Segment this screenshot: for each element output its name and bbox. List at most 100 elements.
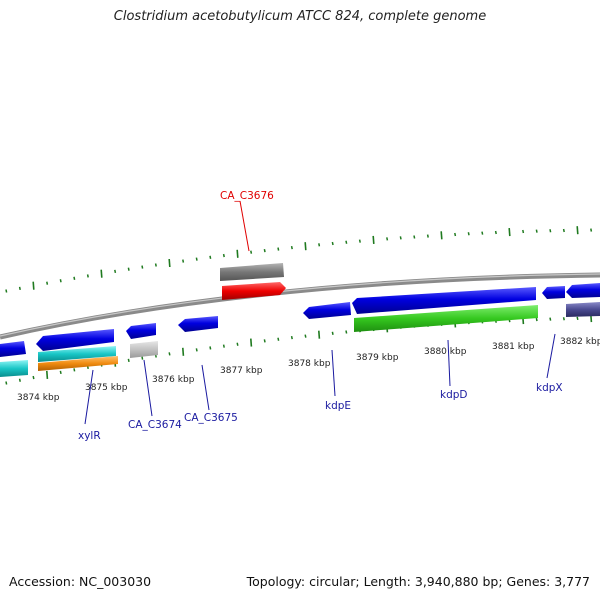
minor-tick [590,228,593,232]
genome-summary-text: Topology: circular; Length: 3,940,880 bp… [246,574,590,589]
kbp-label-3874: 3874 kbp [17,393,60,403]
gene-label-xylR[interactable]: xylR [78,430,101,442]
kbp-label-3875: 3875 kbp [85,383,128,393]
gene-xylR-orange-box[interactable] [38,356,118,371]
minor-tick [331,241,334,246]
gene-CA_C3674-arrow[interactable] [126,323,156,339]
gene-label-kdpD[interactable]: kdpD [440,389,468,401]
minor-tick [209,255,212,259]
gene-label-CA_C3676[interactable]: CA_C3676 [220,190,274,202]
minor-tick [386,237,389,241]
major-tick [372,235,375,245]
minor-tick [86,274,89,278]
minor-tick [263,339,266,343]
major-tick [304,242,307,251]
gene-left-edge-cyan-box[interactable] [0,360,28,377]
major-tick [182,347,185,356]
minor-tick [250,250,253,254]
gene-label-CA_C3675[interactable]: CA_C3675 [184,412,238,424]
minor-tick [562,317,565,321]
kbp-label-3878: 3878 kbp [288,359,331,369]
gene-xylR-arrow[interactable] [36,329,114,351]
kbp-label-3881: 3881 kbp [492,342,535,352]
minor-tick [522,229,525,234]
minor-tick [576,316,579,321]
major-tick [32,281,35,290]
minor-tick [182,259,185,263]
gene-label-CA_C3674[interactable]: CA_C3674 [128,419,182,431]
genome-backbone-highlight [0,273,600,337]
gene-xylR-cyan-box[interactable] [38,346,116,362]
gene-kdpE-arrow[interactable] [303,302,351,319]
major-tick [576,226,579,235]
minor-tick [454,232,457,237]
map-title: Clostridium acetobutylicum ATCC 824, com… [113,9,487,24]
gene-kdpX-arrow[interactable] [542,286,565,299]
minor-tick [399,236,402,240]
accession-text: Accession: NC_003030 [9,574,152,589]
gene-CA_C3676-box[interactable] [220,263,284,281]
minor-tick [481,231,484,235]
minor-tick [290,245,293,250]
gene-right-edge-navy-box[interactable] [566,302,600,317]
minor-tick [127,358,130,363]
minor-tick [358,239,361,243]
gene-CA_C3676-cds-arrow[interactable] [222,282,286,300]
kbp-label-3882: 3882 kbp [560,337,600,347]
gene-CA_C3675-arrow[interactable] [178,316,218,332]
minor-tick [5,381,8,385]
minor-tick [5,289,8,293]
minor-tick [222,344,225,348]
leader-CA_C3674 [143,359,153,417]
leader-xylR [84,369,94,425]
minor-tick [18,286,21,290]
minor-tick [263,248,266,253]
minor-tick [331,331,334,335]
leader-kdpX [546,333,556,379]
minor-tick [59,370,62,375]
minor-tick [562,228,565,233]
minor-tick [209,346,212,350]
gene-kdpD-green-box[interactable] [354,305,538,332]
genome-backbone [0,272,600,340]
minor-tick [73,368,76,372]
minor-tick [426,234,429,238]
gene-kdpD-arrow[interactable] [352,287,536,314]
minor-tick [290,336,293,340]
minor-tick [304,334,307,338]
major-tick [440,231,443,240]
kbp-label-3876: 3876 kbp [152,375,195,385]
minor-tick [345,330,348,334]
minor-tick [114,269,117,274]
gene-label-kdpX[interactable]: kdpX [536,382,563,394]
minor-tick [345,240,348,244]
minor-tick [32,375,35,380]
leader-kdpD [447,339,451,387]
minor-tick [154,263,157,267]
minor-tick [549,229,552,233]
minor-tick [168,352,171,356]
minor-tick [73,276,76,280]
minor-tick [236,342,239,346]
leader-CA_C3676 [239,200,250,252]
minor-tick [127,267,130,271]
minor-tick [277,247,280,251]
kbp-label-3877: 3877 kbp [220,366,263,376]
gene-label-kdpE[interactable]: kdpE [325,400,351,412]
leader-CA_C3675 [201,364,210,411]
gene-CA_C3674-box[interactable] [130,341,158,358]
major-tick [46,370,49,379]
major-tick [318,330,321,339]
major-tick [250,338,253,347]
gene-right-edge-arrow[interactable] [566,283,600,298]
minor-tick [549,317,552,321]
leader-kdpE [331,349,336,397]
minor-tick [318,243,321,247]
gene-left-edge-arrow[interactable] [0,341,26,357]
minor-tick [195,348,198,352]
kbp-label-3880: 3880 kbp [424,347,467,357]
minor-tick [59,279,62,283]
major-tick [168,258,171,268]
